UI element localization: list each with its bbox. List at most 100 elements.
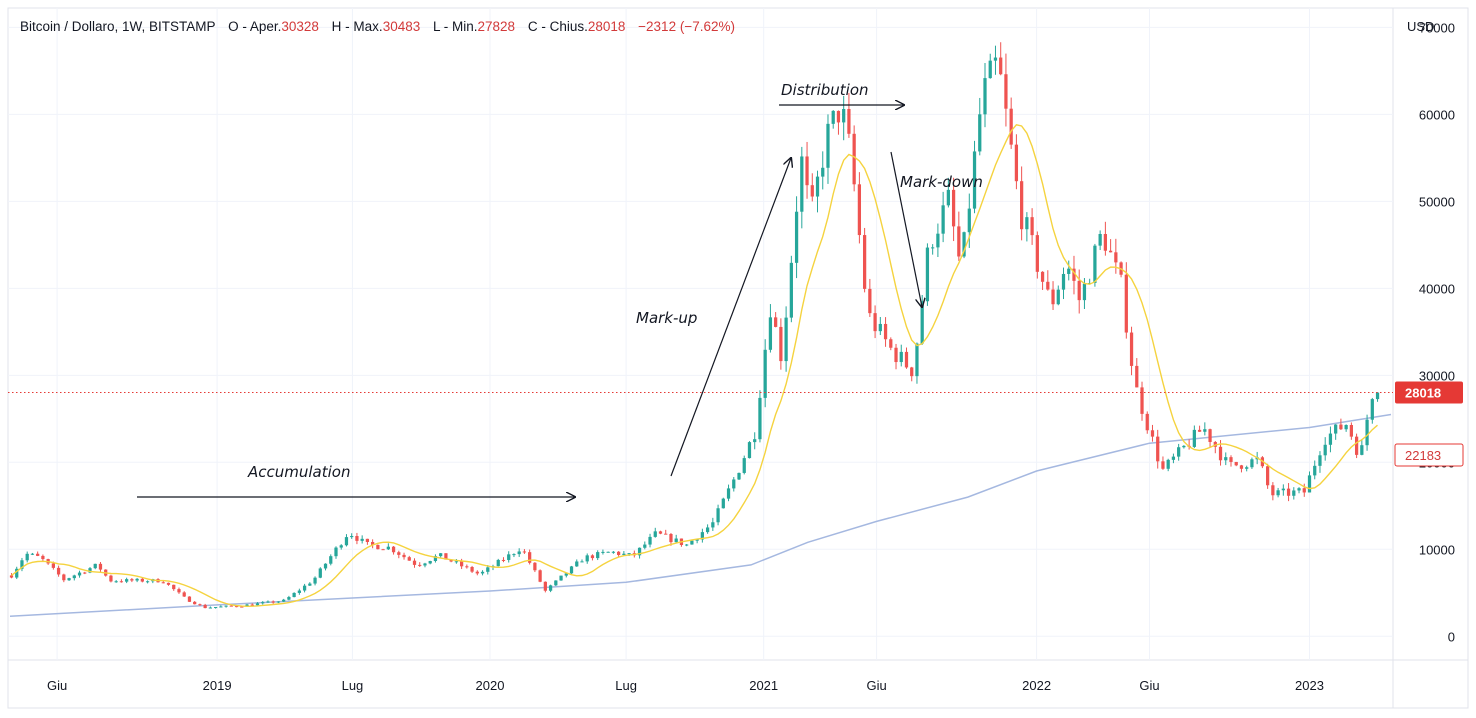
candle-body — [355, 535, 359, 541]
candle-body — [224, 605, 228, 607]
distribution-label: Distribution — [781, 81, 869, 99]
candle-body — [334, 547, 338, 557]
candle-body — [36, 553, 40, 556]
candle-body — [774, 317, 778, 327]
candle-body — [753, 439, 757, 443]
markdown-annotation: Mark-down — [890, 151, 983, 307]
open-label: O - Aper. — [228, 19, 281, 34]
x-tick-label: Giu — [866, 678, 886, 693]
markup-arrow — [670, 158, 791, 477]
candle-body — [857, 184, 862, 236]
candle-body — [622, 553, 626, 555]
candle-body — [1135, 365, 1139, 388]
candle-body — [486, 567, 490, 572]
y-tick-label: 40000 — [1419, 281, 1455, 296]
candle-body — [255, 603, 260, 606]
candle-body — [166, 582, 171, 585]
candle-body — [51, 563, 55, 568]
candle-body — [161, 582, 165, 584]
candle-body — [517, 551, 521, 555]
candle-body — [936, 233, 940, 248]
plot-frame — [7, 7, 1469, 709]
candle-body — [1203, 429, 1207, 432]
candle-body — [658, 531, 663, 534]
candle-body — [198, 604, 202, 606]
candle-body — [1108, 250, 1113, 253]
markdown-arrow — [890, 151, 922, 307]
candle-body — [109, 575, 113, 582]
accumulation-label: Accumulation — [247, 463, 350, 481]
candle-body — [1150, 430, 1155, 437]
candle-body — [1318, 455, 1322, 466]
candle-body — [507, 554, 511, 560]
candle-body — [219, 606, 223, 608]
candle-body — [957, 226, 961, 257]
candle-body — [20, 560, 24, 569]
candle-body — [1245, 467, 1249, 469]
candle-body — [83, 572, 87, 574]
candle-body — [967, 208, 971, 233]
candle-body — [1208, 429, 1212, 442]
candle-body — [815, 176, 820, 197]
candle-body — [826, 123, 830, 168]
candle-body — [1124, 274, 1128, 333]
candle-body — [601, 551, 605, 553]
candle-body — [899, 351, 903, 363]
candle-body — [543, 581, 547, 591]
price-axis[interactable]: 010000200003000040000500006000070000 — [1419, 20, 1455, 644]
candle-body — [1061, 273, 1066, 290]
x-tick-label: 2022 — [1022, 678, 1051, 693]
candle-body — [93, 563, 97, 569]
candle-body — [726, 488, 731, 499]
candle-body — [130, 579, 134, 581]
candle-body — [1354, 436, 1359, 455]
candle-body — [800, 156, 804, 212]
candle-body — [690, 540, 694, 545]
candle-body — [418, 564, 422, 566]
low-value: 27828 — [478, 19, 516, 34]
candle-body — [1046, 281, 1050, 290]
accumulation-annotation: Accumulation — [137, 463, 575, 497]
distribution-annotation: Distribution — [779, 81, 904, 105]
candle-body — [1224, 457, 1228, 461]
candle-body — [234, 606, 239, 608]
grid-lines — [8, 8, 1393, 660]
candle-body — [365, 538, 370, 542]
x-tick-label: 2021 — [749, 678, 778, 693]
time-axis[interactable]: Giu 2019 Lug 2020 Lug 2021 Giu 2022 Giu 2023 — [47, 678, 1324, 693]
ma-value-badge-text: 22183 — [1405, 448, 1441, 463]
candle-body — [140, 578, 144, 582]
candle-body — [1082, 283, 1087, 301]
candle-body — [559, 575, 563, 581]
candle-body — [732, 479, 736, 489]
candle-body — [847, 109, 851, 134]
candle-body — [376, 544, 380, 550]
candle-body — [972, 151, 977, 209]
candle-body — [25, 553, 29, 561]
candle-body — [685, 544, 689, 546]
candle-body — [454, 561, 458, 563]
candle-body — [700, 532, 704, 540]
candle-body — [360, 538, 364, 541]
candle-body — [41, 555, 45, 560]
candle-body — [172, 584, 176, 590]
candle-body — [852, 133, 856, 185]
candle-body — [1302, 488, 1306, 493]
candle-body — [475, 571, 479, 574]
candle-body — [695, 539, 699, 541]
candle-body — [569, 566, 574, 574]
candle-body — [250, 604, 254, 606]
candle-body — [548, 585, 553, 591]
candle-body — [920, 301, 924, 344]
candle-body — [585, 555, 589, 562]
candle-body — [522, 551, 527, 553]
candle-body — [1349, 425, 1353, 437]
candle-body — [381, 549, 385, 551]
x-tick-label: Lug — [615, 678, 637, 693]
candle-body — [397, 552, 401, 555]
chart-legend: Bitcoin / Dollaro, 1W, BITSTAMP O - Aper… — [20, 19, 735, 34]
ma-value-badge: 22183 — [1394, 443, 1464, 467]
candle-body — [721, 498, 725, 509]
candle-body — [1030, 217, 1034, 236]
